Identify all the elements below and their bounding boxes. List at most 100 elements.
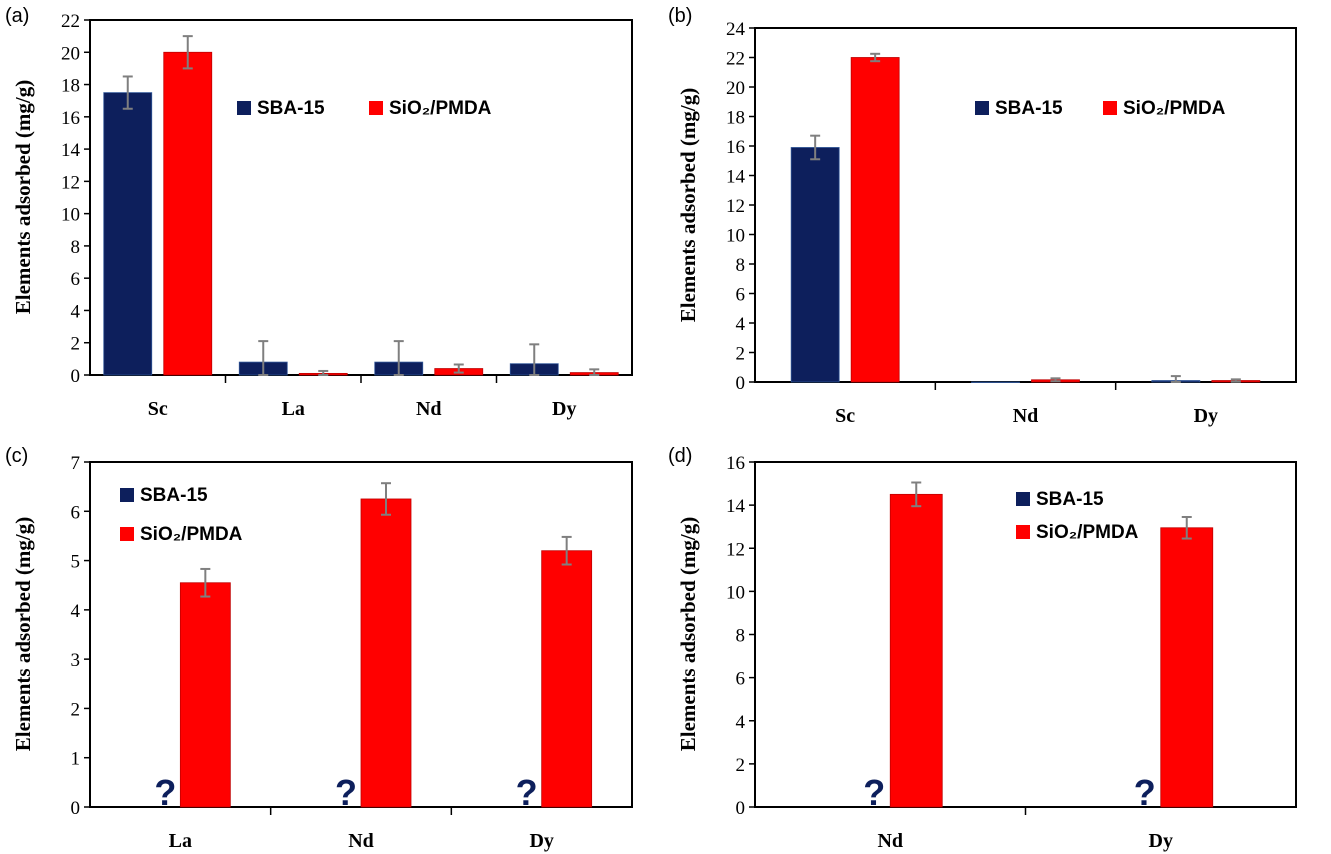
y-tick-label: 2 (736, 755, 746, 776)
y-tick-label: 24 (726, 19, 746, 40)
y-tick-label: 0 (71, 798, 81, 819)
y-tick-label: 16 (61, 108, 80, 129)
x-category-label: Nd (348, 830, 374, 852)
y-axis-label: Elements adsorbed (mg/g) (11, 517, 35, 752)
legend: SBA-15 SiO₂/PMDA (975, 98, 1226, 119)
y-tick-label: 3 (71, 650, 81, 671)
y-tick-label: 12 (726, 539, 745, 560)
bar-sio2-pmda (179, 582, 231, 808)
legend-swatch (120, 488, 134, 502)
y-tick-label: 8 (736, 626, 746, 647)
y-tick-label: 22 (61, 11, 80, 32)
y-tick-label: 12 (726, 196, 745, 217)
chart-panel-d: (d) 0 2 4 6 8 10 12 14 16 Elements adsorbed (mg/g)… (668, 445, 1297, 852)
panel-label: (c) (5, 445, 28, 467)
x-category-label: Nd (416, 398, 442, 420)
y-tick-label: 0 (736, 798, 746, 819)
legend-label: SiO₂/PMDA (389, 98, 492, 119)
missing-value-marker: ? (335, 772, 357, 813)
bar-sio2-pmda (360, 498, 412, 808)
x-category-label: La (169, 830, 192, 852)
x-category-label: Dy (1149, 830, 1173, 852)
y-tick-label: 6 (71, 269, 81, 290)
chart-panel-a: (a) 0 2 4 6 8 10 12 14 16 18 20 22 Elements adsorbed … (5, 5, 633, 420)
panel-label: (d) (668, 445, 692, 467)
y-tick-label: 6 (736, 669, 746, 690)
y-tick-label: 20 (726, 78, 745, 99)
y-tick-label: 8 (736, 255, 746, 276)
bar-sio2-pmda (1160, 527, 1214, 808)
y-tick-label: 16 (726, 137, 745, 158)
chart-panel-c: (c) 0 1 2 3 4 5 6 7 Elements adsorbed (mg/g) La? Nd… (5, 445, 633, 852)
legend-label: SiO₂/PMDA (1036, 522, 1139, 543)
x-category-label: Dy (552, 398, 576, 420)
y-tick-label: 6 (736, 285, 746, 306)
bar-sio2-pmda (850, 57, 900, 383)
y-tick-label: 2 (71, 699, 81, 720)
y-tick-label: 5 (71, 552, 81, 573)
y-tick-label: 1 (71, 749, 81, 770)
y-tick-label: 2 (71, 334, 81, 355)
plot-frame (754, 461, 1297, 808)
y-tick-label: 10 (61, 205, 80, 226)
x-category-label: Sc (835, 405, 855, 427)
legend-label: SiO₂/PMDA (1123, 98, 1226, 119)
bar-sio2-pmda (889, 493, 943, 808)
legend-swatch (1103, 101, 1117, 115)
y-tick-label: 10 (726, 582, 745, 603)
legend-label: SiO₂/PMDA (140, 524, 243, 545)
x-category-label: Nd (1013, 405, 1039, 427)
missing-value-marker: ? (516, 772, 538, 813)
y-tick-label: 0 (71, 366, 81, 387)
y-tick-label: 6 (71, 502, 81, 523)
x-category-label: La (282, 398, 305, 420)
legend: SBA-15 SiO₂/PMDA (1016, 489, 1139, 543)
y-tick-label: 18 (61, 76, 80, 97)
y-tick-label: 14 (726, 167, 746, 188)
y-tick-label: 20 (61, 43, 80, 64)
y-tick-label: 16 (726, 453, 745, 474)
y-tick-label: 18 (726, 108, 745, 129)
legend-swatch (237, 101, 251, 115)
legend-label: SBA-15 (140, 485, 208, 506)
legend-swatch (1016, 525, 1030, 539)
legend-label: SBA-15 (995, 98, 1063, 119)
legend-swatch (975, 101, 989, 115)
missing-value-marker: ? (1134, 772, 1156, 813)
panel-label: (a) (5, 5, 29, 27)
y-tick-label: 4 (71, 301, 81, 322)
legend-swatch (1016, 492, 1030, 506)
y-axis-label: Elements adsorbed (mg/g) (676, 88, 700, 323)
y-tick-label: 22 (726, 49, 745, 70)
y-axis-label: Elements adsorbed (mg/g) (676, 517, 700, 752)
y-tick-label: 12 (61, 172, 80, 193)
y-tick-label: 4 (736, 314, 746, 335)
x-category-label: Dy (1194, 405, 1218, 427)
legend-swatch (369, 101, 383, 115)
missing-value-marker: ? (863, 772, 885, 813)
bar-sio2-pmda (163, 51, 213, 376)
y-tick-label: 8 (71, 237, 81, 258)
x-category-label: Dy (529, 830, 553, 852)
y-tick-label: 0 (736, 373, 746, 394)
y-tick-label: 2 (736, 344, 746, 365)
y-tick-label: 4 (736, 712, 746, 733)
bar-sio2-pmda (541, 550, 593, 808)
panel-label: (b) (668, 5, 692, 27)
y-tick-label: 14 (726, 496, 746, 517)
bar-sba15 (103, 92, 153, 376)
y-tick-label: 10 (726, 226, 745, 247)
missing-value-marker: ? (154, 772, 176, 813)
x-category-label: Nd (877, 830, 903, 852)
y-tick-label: 7 (71, 453, 81, 474)
legend-label: SBA-15 (257, 98, 325, 119)
x-category-label: Sc (148, 398, 168, 420)
legend: SBA-15 SiO₂/PMDA (120, 485, 243, 545)
y-tick-label: 14 (61, 140, 81, 161)
bar-sba15 (790, 147, 840, 383)
legend-swatch (120, 527, 134, 541)
legend: SBA-15 SiO₂/PMDA (237, 98, 492, 119)
y-tick-label: 4 (71, 601, 81, 622)
